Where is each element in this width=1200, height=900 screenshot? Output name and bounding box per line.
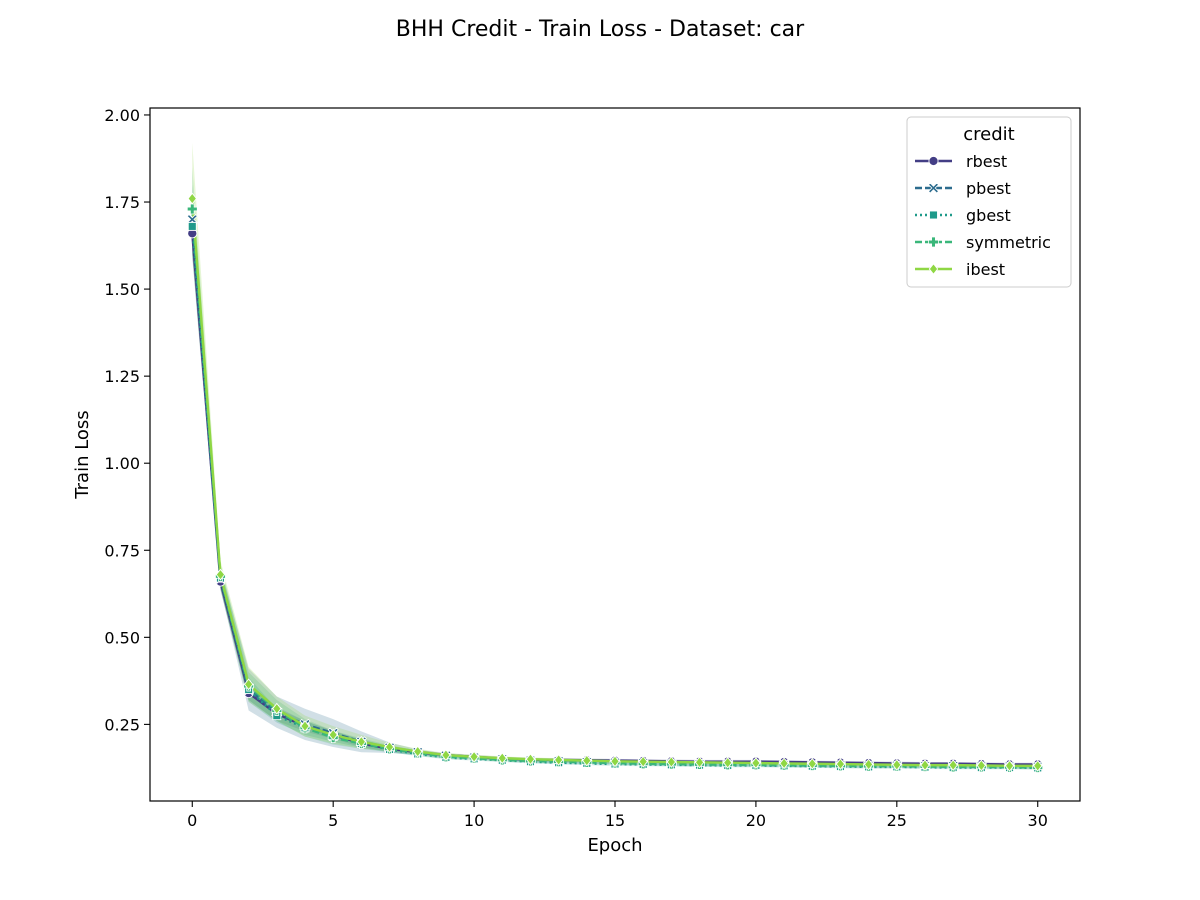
legend: credit rbest pbest gbest symmetric ibest — [906, 116, 1072, 288]
point-ibest — [610, 755, 620, 768]
point-ibest — [553, 753, 564, 766]
y-axis-label: Train Loss — [72, 410, 93, 499]
point-ibest — [525, 753, 536, 766]
point-symmetric — [186, 203, 198, 215]
point-ibest — [835, 758, 846, 771]
point-ibest — [582, 754, 592, 767]
point-ibest — [722, 756, 733, 769]
point-ibest — [1032, 759, 1043, 772]
point-ibest — [892, 758, 902, 771]
point-ibest — [948, 759, 958, 772]
point-ibest — [976, 759, 987, 772]
legend-marker-ibest — [928, 263, 939, 275]
point-ibest — [638, 755, 648, 768]
y-tick-label: 0.25 — [104, 715, 140, 734]
point-ibest — [666, 756, 677, 768]
legend-label-gbest: gbest — [966, 206, 1011, 225]
x-tick-label: 25 — [887, 811, 907, 830]
point-ibest — [215, 568, 226, 581]
legend-box — [906, 116, 1072, 288]
x-axis-label: Epoch — [587, 835, 642, 856]
legend-marker-symmetric — [928, 236, 939, 248]
x-tick-label: 15 — [605, 811, 625, 830]
point-ibest — [1004, 759, 1015, 772]
y-tick-label: 1.00 — [104, 454, 140, 473]
x-tick-label: 20 — [746, 811, 766, 830]
y-tick-label: 2.00 — [104, 106, 140, 125]
legend-marker-gbest — [929, 210, 938, 220]
point-ibest — [694, 756, 705, 769]
chart-title: BHH Credit - Train Loss - Dataset: car — [396, 17, 805, 42]
y-tick-label: 1.25 — [104, 367, 140, 386]
point-ibest — [441, 749, 451, 761]
legend-label-rbest: rbest — [966, 152, 1007, 171]
y-tick-label: 0.75 — [104, 541, 140, 560]
point-ibest — [187, 192, 198, 205]
point-ibest — [384, 741, 395, 753]
legend-label-pbest: pbest — [966, 179, 1011, 198]
legend-label-ibest: ibest — [966, 260, 1005, 279]
point-ibest — [497, 752, 508, 765]
legend-title: credit — [963, 124, 1014, 145]
x-axis: 0 5 10 15 20 25 30 — [187, 801, 1048, 830]
legend-label-symmetric: symmetric — [966, 233, 1051, 252]
point-ibest — [300, 720, 310, 733]
point-ibest — [469, 750, 479, 763]
point-ibest — [807, 757, 818, 770]
x-tick-label: 30 — [1028, 811, 1048, 830]
point-ibest — [272, 702, 282, 715]
x-tick-label: 10 — [464, 811, 484, 830]
legend-marker-rbest — [928, 155, 939, 167]
legend-marker-pbest — [927, 182, 940, 194]
series-markers — [186, 192, 1044, 773]
point-ibest — [356, 735, 367, 748]
y-axis: 0.25 0.50 0.75 1.00 1.25 1.50 1.75 2.00 — [104, 106, 150, 734]
point-gbest — [187, 221, 197, 231]
x-tick-label: 0 — [187, 811, 197, 830]
point-ibest — [243, 678, 254, 691]
point-ibest — [412, 745, 423, 758]
point-ibest — [328, 728, 338, 741]
y-tick-label: 1.50 — [104, 280, 140, 299]
point-ibest — [751, 757, 761, 769]
point-ibest — [920, 759, 930, 772]
point-ibest — [863, 758, 874, 771]
point-ibest — [779, 757, 789, 770]
x-tick-label: 5 — [328, 811, 338, 830]
y-tick-label: 1.75 — [104, 193, 140, 212]
y-tick-label: 0.50 — [104, 628, 140, 647]
